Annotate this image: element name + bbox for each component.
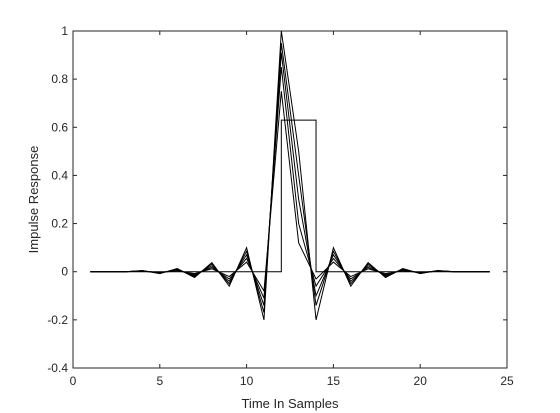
series-line-6 xyxy=(90,30,490,320)
x-axis-ticks: 0 5 10 15 20 25 xyxy=(70,31,514,388)
y-tick-label: 0.6 xyxy=(51,120,68,134)
y-axis-ticks: -0.4 -0.2 0 0.2 0.4 0.6 0.8 1 xyxy=(47,24,507,375)
y-tick-label: 1 xyxy=(61,24,68,38)
plot-area xyxy=(72,30,508,369)
y-tick-label: -0.2 xyxy=(47,313,68,327)
y-tick-label: 0.4 xyxy=(51,168,68,182)
y-axis-label: Impulse Response xyxy=(26,146,41,254)
x-tick-label: 25 xyxy=(500,374,514,388)
x-tick-label: 5 xyxy=(156,374,163,388)
x-tick-label: 10 xyxy=(240,374,254,388)
x-axis-label: Time In Samples xyxy=(241,396,339,411)
plot-frame xyxy=(72,30,508,369)
y-tick-label: 0 xyxy=(61,265,68,279)
series-layer xyxy=(90,30,490,320)
y-tick-label: -0.4 xyxy=(47,361,68,375)
y-tick-label: 0.2 xyxy=(51,217,68,231)
x-tick-label: 0 xyxy=(70,374,77,388)
x-tick-label: 20 xyxy=(414,374,428,388)
y-tick-label: 0.8 xyxy=(51,72,68,86)
x-tick-label: 15 xyxy=(327,374,341,388)
